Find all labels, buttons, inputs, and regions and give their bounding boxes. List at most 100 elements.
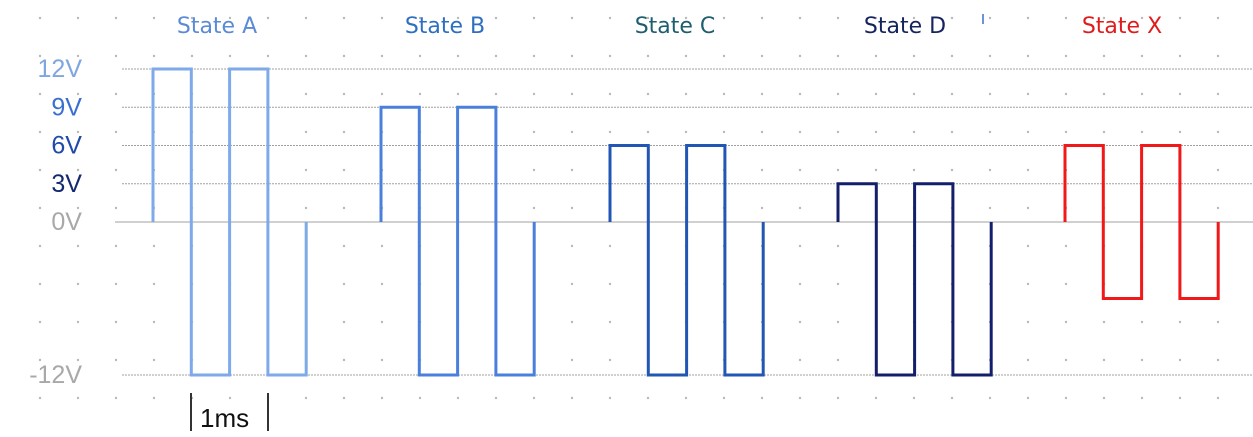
grid-dot <box>152 54 156 58</box>
grid-dot <box>38 130 42 134</box>
grid-dot <box>874 92 878 96</box>
grid-dot <box>494 92 498 96</box>
grid-dot <box>1178 54 1182 58</box>
grid-dot <box>608 92 612 96</box>
grid-dot <box>608 16 612 20</box>
grid-dot <box>76 54 80 58</box>
grid-dot <box>1064 244 1068 248</box>
grid-dot <box>114 282 118 286</box>
grid-dot <box>1216 396 1220 400</box>
grid-dot <box>1064 320 1068 324</box>
grid-dot <box>380 396 384 400</box>
grid-dot <box>38 396 42 400</box>
grid-dot <box>1102 16 1106 20</box>
grid-dot <box>760 168 764 172</box>
waveforms <box>151 14 1220 377</box>
grid-dot <box>456 396 460 400</box>
grid-dot <box>608 320 612 324</box>
grid-dot <box>342 168 346 172</box>
grid-dot <box>608 130 612 134</box>
grid-dot <box>1216 54 1220 58</box>
grid-dot <box>950 130 954 134</box>
grid-dot <box>874 16 878 20</box>
grid-dot <box>988 130 992 134</box>
waveform-state-a <box>151 67 308 377</box>
grid-dot <box>646 54 650 58</box>
grid-dot <box>494 54 498 58</box>
grid-dot <box>912 16 916 20</box>
grid-dot <box>266 16 270 20</box>
grid-dot <box>1178 396 1182 400</box>
grid-dot <box>1064 130 1068 134</box>
grid-dot <box>570 396 574 400</box>
grid-dot <box>608 282 612 286</box>
grid-dot <box>38 282 42 286</box>
grid-dot <box>950 54 954 58</box>
grid-dot <box>304 168 308 172</box>
grid-dot <box>342 320 346 324</box>
y-axis-label: 0V <box>51 208 82 236</box>
grid-dot <box>342 282 346 286</box>
grid-dot <box>684 130 688 134</box>
grid-dot <box>38 92 42 96</box>
grid-dot <box>950 168 954 172</box>
background-dot-grid <box>38 16 1220 400</box>
grid-dot <box>1140 130 1144 134</box>
grid-dot <box>1216 206 1220 210</box>
grid-dot <box>1178 130 1182 134</box>
grid-dot <box>760 206 764 210</box>
grid-dot <box>380 282 384 286</box>
grid-dot <box>874 54 878 58</box>
grid-dot <box>114 16 118 20</box>
grid-dot <box>418 396 422 400</box>
grid-dot <box>1140 396 1144 400</box>
y-axis-label: 3V <box>51 170 82 198</box>
grid-dot <box>722 396 726 400</box>
grid-dot <box>798 320 802 324</box>
grid-dot <box>342 92 346 96</box>
grid-dot <box>988 92 992 96</box>
grid-dot <box>418 92 422 96</box>
grid-dot <box>988 168 992 172</box>
grid-dot <box>570 54 574 58</box>
grid-dot <box>380 16 384 20</box>
grid-dot <box>1026 54 1030 58</box>
grid-dot <box>304 16 308 20</box>
grid-dot <box>570 130 574 134</box>
grid-dot <box>950 396 954 400</box>
grid-dot <box>1216 130 1220 134</box>
grid-dot <box>570 16 574 20</box>
state-labels: State A State B State C State D State X <box>177 14 1162 39</box>
grid-dot <box>228 54 232 58</box>
grid-dot <box>608 244 612 248</box>
grid-dot <box>760 396 764 400</box>
grid-dot <box>646 16 650 20</box>
grid-dot <box>152 282 156 286</box>
grid-dot <box>570 92 574 96</box>
grid-dot <box>1216 168 1220 172</box>
grid-dot <box>798 16 802 20</box>
grid-dot <box>1026 16 1030 20</box>
grid-dot <box>836 130 840 134</box>
grid-dot <box>76 168 80 172</box>
grid-dot <box>1140 320 1144 324</box>
y-axis-label: 6V <box>51 132 82 160</box>
grid-dot <box>1140 92 1144 96</box>
grid-dot <box>152 320 156 324</box>
grid-dot <box>570 206 574 210</box>
grid-dot <box>76 244 80 248</box>
grid-dot <box>342 396 346 400</box>
waveform-state-x <box>1063 144 1220 300</box>
grid-dot <box>646 396 650 400</box>
grid-dot <box>76 358 80 362</box>
grid-dot <box>152 16 156 20</box>
grid-dot <box>836 16 840 20</box>
grid-dot <box>76 130 80 134</box>
state-label: State B <box>405 14 485 39</box>
grid-dot <box>494 396 498 400</box>
grid-dot <box>380 92 384 96</box>
waveform-state-d <box>836 182 993 377</box>
grid-dot <box>456 92 460 96</box>
grid-dot <box>190 54 194 58</box>
grid-dot <box>1026 396 1030 400</box>
